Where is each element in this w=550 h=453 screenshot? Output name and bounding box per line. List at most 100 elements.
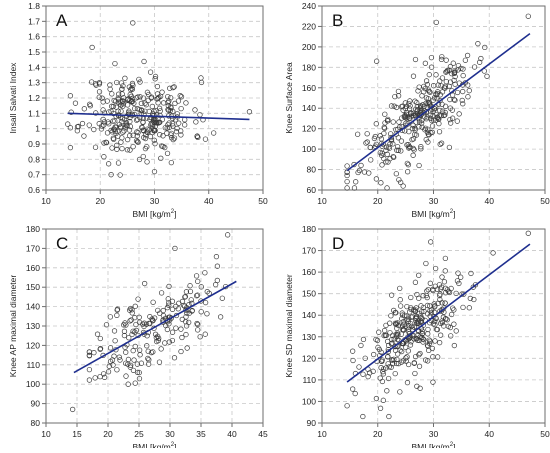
data-point <box>447 105 453 111</box>
data-point <box>380 366 387 372</box>
data-point <box>382 111 388 117</box>
data-point <box>433 72 439 78</box>
data-point <box>136 347 143 353</box>
data-point <box>406 143 412 149</box>
data-point <box>151 128 158 134</box>
data-point <box>364 131 370 137</box>
data-point <box>89 44 95 51</box>
data-point <box>100 107 106 113</box>
data-point <box>460 66 466 72</box>
data-point <box>183 100 189 106</box>
data-point <box>107 345 114 351</box>
data-point <box>434 286 441 292</box>
data-point <box>131 357 137 363</box>
data-point <box>471 64 478 70</box>
x-axis-label: BMI [kg/m2] <box>412 442 456 448</box>
y-tick-label: 220 <box>302 21 316 31</box>
data-point <box>451 70 458 76</box>
data-point <box>384 388 390 394</box>
x-tick-label: 15 <box>72 429 82 439</box>
data-point <box>373 141 379 148</box>
data-point <box>172 100 178 107</box>
data-point <box>447 324 453 331</box>
data-point <box>225 232 231 238</box>
data-point <box>358 342 364 349</box>
data-point <box>450 60 456 66</box>
data-point <box>378 180 384 186</box>
data-point <box>442 85 448 91</box>
data-point <box>100 371 107 377</box>
data-point <box>449 311 455 318</box>
data-point <box>165 296 171 302</box>
data-point <box>394 336 401 343</box>
data-point <box>162 125 168 131</box>
data-point <box>106 121 112 127</box>
data-point <box>383 144 390 150</box>
x-tick-label: 40 <box>485 196 495 206</box>
data-point <box>194 292 201 298</box>
y-axis-label: Knee AP maximal diameter <box>8 275 18 378</box>
data-point <box>410 152 416 158</box>
data-point <box>112 338 118 344</box>
data-point <box>67 125 74 131</box>
data-point <box>373 121 379 127</box>
data-point <box>127 364 133 370</box>
data-point <box>478 55 484 62</box>
data-point <box>458 65 464 72</box>
data-point <box>126 111 132 117</box>
data-point <box>368 157 374 163</box>
data-point <box>432 338 438 344</box>
data-point <box>413 106 419 112</box>
data-point <box>194 320 200 327</box>
data-point <box>96 94 102 100</box>
data-point <box>394 325 400 332</box>
data-point <box>377 405 384 411</box>
data-point <box>184 345 190 351</box>
data-point <box>394 356 400 363</box>
x-tick-label: 30 <box>429 429 439 439</box>
data-point <box>96 81 103 87</box>
data-point <box>123 360 129 366</box>
data-point <box>398 179 404 185</box>
x-axis-label: BMI [kg/m2] <box>133 442 177 448</box>
data-point <box>81 133 87 139</box>
data-point <box>157 112 163 119</box>
data-point <box>116 121 123 128</box>
data-point <box>432 265 439 272</box>
data-point <box>396 177 402 183</box>
y-tick-label: 120 <box>302 124 316 134</box>
data-point <box>447 79 454 85</box>
data-point <box>146 127 152 133</box>
data-point <box>426 100 433 106</box>
data-point <box>174 125 180 132</box>
data-point <box>394 144 401 150</box>
data-point <box>377 149 383 156</box>
data-point <box>136 319 143 325</box>
data-point <box>418 303 424 309</box>
data-point <box>176 120 182 126</box>
data-point <box>408 320 414 327</box>
data-point <box>171 135 178 141</box>
data-point <box>389 337 395 343</box>
data-point <box>169 298 176 304</box>
data-point <box>136 156 143 163</box>
data-point <box>144 126 151 132</box>
data-point <box>114 142 120 148</box>
data-point <box>405 162 412 168</box>
x-tick-label: 20 <box>103 429 113 439</box>
y-tick-label: 80 <box>31 418 41 428</box>
data-point <box>100 99 106 105</box>
data-point <box>442 268 448 274</box>
data-point <box>143 102 149 108</box>
data-point <box>198 79 205 86</box>
data-point <box>409 313 416 320</box>
y-tick-label: 110 <box>26 360 40 370</box>
data-point <box>160 133 166 139</box>
data-point <box>436 113 442 119</box>
data-point <box>373 336 379 343</box>
x-tick-label: 20 <box>96 196 106 206</box>
data-point <box>162 340 168 346</box>
data-point <box>424 129 431 135</box>
data-point <box>195 321 201 328</box>
